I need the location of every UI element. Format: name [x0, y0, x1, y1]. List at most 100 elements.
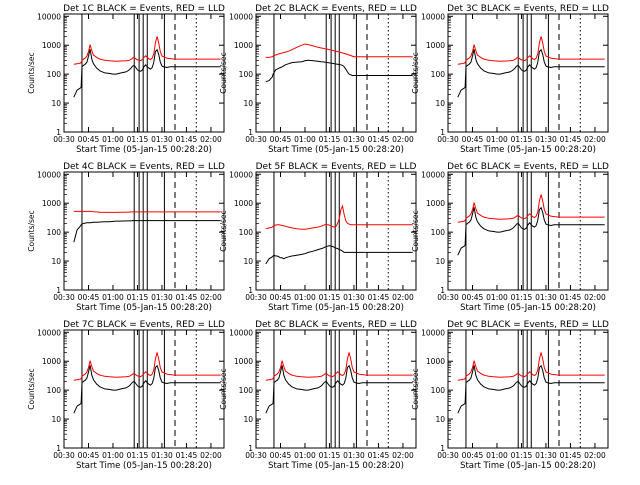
- panel-9-xtick-label: 01:30: [535, 451, 557, 460]
- panel-9-ytick-label: 10: [435, 415, 445, 424]
- panel-4-ytick-label: 1: [56, 286, 61, 295]
- panel-6-ytick-label: 1000: [426, 199, 445, 208]
- panel-6-title: Det 6C BLACK = Events, RED = LLD: [447, 162, 609, 172]
- panel-8-xtick-label: 01:45: [368, 451, 390, 460]
- panel-4-ytick-label: 1000: [42, 199, 61, 208]
- panel-9-ytick-label: 1000: [426, 357, 445, 366]
- panel-5-xtick-label: 02:00: [392, 293, 414, 302]
- panel-3-xtick-label: 00:30: [437, 135, 459, 144]
- panel-8-xtick-label: 01:00: [294, 451, 316, 460]
- panel-6-xlabel: Start Time (05-Jan-15 00:28:20): [460, 303, 596, 313]
- panel-9-ytick-label: 10000: [421, 328, 445, 337]
- panel-7-ytick-label: 100: [47, 386, 62, 395]
- panel-8-series-lld: [265, 352, 413, 381]
- panel-2-title: Det 2C BLACK = Events, RED = LLD: [255, 4, 417, 14]
- panel-6-ylabel: Counts/sec: [411, 210, 420, 251]
- panel-6-series-lld: [457, 194, 605, 223]
- panel-4-xtick-label: 01:30: [151, 293, 173, 302]
- panel-2-xtick-label: 01:15: [319, 135, 341, 144]
- panel-6-xtick-label: 01:45: [560, 293, 582, 302]
- panel-4-title: Det 4C BLACK = Events, RED = LLD: [63, 162, 225, 172]
- panel-7-xtick-label: 02:00: [200, 451, 222, 460]
- panel-6-series-events: [457, 206, 605, 256]
- panel-5-frame: [255, 171, 417, 291]
- panel-1-xtick-label: 00:45: [78, 135, 100, 144]
- panel-5-xlabel: Start Time (05-Jan-15 00:28:20): [268, 303, 404, 313]
- panel-9-xtick-label: 00:30: [437, 451, 459, 460]
- panel-1-frame: [63, 13, 225, 133]
- panel-8-ylabel: Counts/sec: [219, 368, 228, 409]
- panel-4-xtick-label: 00:30: [53, 293, 75, 302]
- panel-7-xtick-label: 00:45: [78, 451, 100, 460]
- panel-2-ytick-label: 100: [239, 70, 254, 79]
- panel-1-xtick-label: 01:00: [102, 135, 124, 144]
- panel-1-ytick-label: 1000: [42, 41, 61, 50]
- panel-8-series-events: [265, 364, 413, 414]
- panel-9-xtick-label: 01:45: [560, 451, 582, 460]
- panel-3-frame: [447, 13, 609, 133]
- panel-1-xlabel: Start Time (05-Jan-15 00:28:20): [76, 145, 212, 155]
- panel-2-series-lld: [265, 43, 413, 58]
- panel-6-xtick-label: 01:00: [486, 293, 508, 302]
- panel-1-xtick-label: 01:30: [151, 135, 173, 144]
- panel-8-frame: [255, 329, 417, 449]
- panel-3-xlabel: Start Time (05-Jan-15 00:28:20): [460, 145, 596, 155]
- panel-9-xtick-label: 01:15: [511, 451, 533, 460]
- panel-1-xtick-label: 02:00: [200, 135, 222, 144]
- panel-1-series-events: [73, 48, 221, 98]
- panel-7-series-lld: [73, 352, 221, 381]
- panel-6-ytick-label: 100: [431, 228, 446, 237]
- panel-8-ytick-label: 100: [239, 386, 254, 395]
- panel-3-xtick-label: 00:45: [462, 135, 484, 144]
- panel-5-xtick-label: 00:30: [245, 293, 267, 302]
- panel-3-ytick-label: 1: [440, 128, 445, 137]
- panel-2-series-events: [265, 59, 413, 83]
- panel-3-ytick-label: 10: [435, 99, 445, 108]
- panel-8-xtick-label: 01:15: [319, 451, 341, 460]
- panel-2-xtick-label: 01:45: [368, 135, 390, 144]
- panel-7-ytick-label: 1000: [42, 357, 61, 366]
- panel-4-ytick-label: 10: [51, 257, 61, 266]
- panel-5-series-lld: [265, 204, 413, 230]
- panel-1-ytick-label: 10: [51, 99, 61, 108]
- panel-9-frame: [447, 329, 609, 449]
- panel-5-ylabel: Counts/sec: [219, 210, 228, 251]
- panel-4-xlabel: Start Time (05-Jan-15 00:28:20): [76, 303, 212, 313]
- panel-4-ytick-label: 100: [47, 228, 62, 237]
- panel-1-ytick-label: 100: [47, 70, 62, 79]
- panel-3-ytick-label: 10000: [421, 12, 445, 21]
- panel-2-ylabel: Counts/sec: [219, 52, 228, 93]
- panel-6-ytick-label: 1: [440, 286, 445, 295]
- panel-7-xlabel: Start Time (05-Jan-15 00:28:20): [76, 461, 212, 471]
- panel-5-ytick-label: 1: [248, 286, 253, 295]
- panel-4-series-lld: [73, 210, 221, 213]
- panel-4-xtick-label: 01:15: [127, 293, 149, 302]
- panel-3-xtick-label: 01:15: [511, 135, 533, 144]
- panel-2-ytick-label: 1: [248, 128, 253, 137]
- panel-3-ytick-label: 100: [431, 70, 446, 79]
- panel-4-xtick-label: 02:00: [200, 293, 222, 302]
- panel-7-xtick-label: 01:00: [102, 451, 124, 460]
- panel-5-ytick-label: 1000: [234, 199, 253, 208]
- panel-1-xtick-label: 01:45: [176, 135, 198, 144]
- panel-9-xtick-label: 01:00: [486, 451, 508, 460]
- panel-2-xlabel: Start Time (05-Jan-15 00:28:20): [268, 145, 404, 155]
- panel-8-xlabel: Start Time (05-Jan-15 00:28:20): [268, 461, 404, 471]
- panel-4-xtick-label: 01:00: [102, 293, 124, 302]
- panel-1-title: Det 1C BLACK = Events, RED = LLD: [63, 4, 225, 14]
- panel-5-ytick-label: 100: [239, 228, 254, 237]
- panel-9-ylabel: Counts/sec: [411, 368, 420, 409]
- panel-3-xtick-label: 01:00: [486, 135, 508, 144]
- panel-2-ytick-label: 10000: [229, 12, 253, 21]
- panel-3-xtick-label: 02:00: [584, 135, 606, 144]
- panel-3-xtick-label: 01:30: [535, 135, 557, 144]
- panel-5-xtick-label: 00:45: [270, 293, 292, 302]
- panel-5-xtick-label: 01:45: [368, 293, 390, 302]
- panel-6-xtick-label: 02:00: [584, 293, 606, 302]
- panel-8-ytick-label: 10000: [229, 328, 253, 337]
- panel-4-ylabel: Counts/sec: [27, 210, 36, 251]
- panel-9-ytick-label: 100: [431, 386, 446, 395]
- panel-6-frame: [447, 171, 609, 291]
